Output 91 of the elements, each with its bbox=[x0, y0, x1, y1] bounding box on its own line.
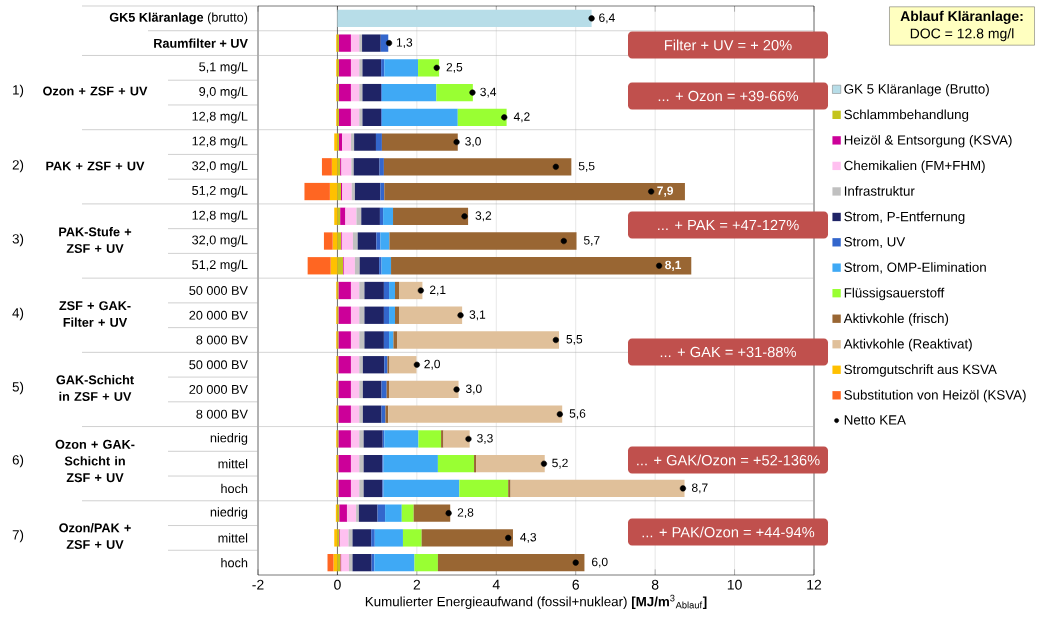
x-tick-label: 12 bbox=[807, 579, 822, 590]
data-label: 8,7 bbox=[691, 483, 708, 494]
text: 2) bbox=[12, 159, 24, 173]
y-tick-label: 20 000 BV bbox=[189, 310, 248, 320]
data-label: 3,3 bbox=[477, 433, 493, 444]
y-tick-label: 51,2 mg/L bbox=[192, 259, 248, 272]
x-tick-label: 2 bbox=[413, 579, 421, 590]
y-tick-label: 12,8 mg/L bbox=[192, 136, 248, 148]
y-tick-label: 12,8 mg/L bbox=[192, 111, 248, 124]
data-label: 2,5 bbox=[446, 62, 463, 73]
y-tick-label: niedrig bbox=[210, 507, 248, 520]
y-tick-label: Raumfilter + UV bbox=[154, 38, 248, 48]
data-label: 3,4 bbox=[480, 87, 497, 98]
text: Ozon/PAK + ZSF + UV bbox=[59, 523, 131, 549]
x-tick-label: 10 bbox=[727, 579, 742, 590]
data-label: 4,3 bbox=[520, 532, 537, 543]
data-label: 5,5 bbox=[578, 161, 595, 172]
legend-label: Substitution von Heizöl (KSVA) bbox=[844, 389, 1026, 403]
annotation: ... + GAK/Ozon = +52-136% bbox=[637, 454, 820, 466]
x-tick-label: 4 bbox=[492, 579, 500, 590]
text: 7) bbox=[12, 529, 24, 543]
y-tick-label: hoch bbox=[221, 557, 248, 568]
y-tick-label: 8 000 BV bbox=[196, 409, 248, 419]
annotation: Filter + UV = + 20% bbox=[665, 39, 792, 51]
text: 4) bbox=[12, 307, 24, 321]
data-label: 5,7 bbox=[583, 236, 600, 246]
x-tick-label: 6 bbox=[572, 579, 579, 590]
y-tick-label: 9,0 mg/L bbox=[199, 86, 248, 99]
x-tick-label: -2 bbox=[252, 579, 264, 590]
y-tick-label: 32,0 mg/L bbox=[192, 235, 248, 247]
data-label: 3,0 bbox=[465, 137, 481, 148]
legend-label: Heizöl & Entsorgung (KSVA) bbox=[844, 134, 1012, 148]
y-tick-label: 12,8 mg/L bbox=[192, 210, 248, 223]
data-label: 5,5 bbox=[566, 335, 583, 345]
data-label: 1,3 bbox=[396, 38, 413, 49]
legend-label: Strom, OMP-Elimination bbox=[844, 262, 986, 274]
y-tick-label: 32,0 mg/L bbox=[192, 160, 248, 173]
legend-label: Chemikalien (FM+FHM) bbox=[844, 160, 985, 173]
data-label: 2,0 bbox=[424, 359, 441, 370]
annotation: ... + PAK = +47-127% bbox=[658, 219, 799, 231]
annotation: ... + PAK/Ozon = +44-94% bbox=[642, 526, 815, 538]
text: Ozon + GAK-Schicht in ZSF + UV bbox=[55, 439, 135, 483]
y-tick-label: 50 000 BV bbox=[189, 360, 248, 370]
text: ZSF + GAK-Filter + UV bbox=[59, 301, 131, 327]
y-tick-label: mittel bbox=[218, 459, 248, 469]
y-tick-label: 50 000 BV bbox=[189, 286, 248, 295]
text: PAK + ZSF + UV bbox=[46, 161, 145, 171]
y-tick-label: 20 000 BV bbox=[189, 384, 248, 394]
data-label: 4,2 bbox=[513, 112, 530, 123]
data-label: 3,0 bbox=[465, 384, 482, 395]
text: PAK-Stufe + ZSF + UV bbox=[59, 227, 132, 253]
legend-label: Aktivkohle (Reaktivat) bbox=[843, 338, 972, 352]
x-tick-label: 0 bbox=[334, 579, 341, 590]
data-label: 6,0 bbox=[591, 557, 608, 568]
text: 3) bbox=[12, 233, 24, 247]
y-tick-label: 51,2 mg/L bbox=[192, 185, 248, 198]
y-tick-label: GK5 Kläranlage (brutto) bbox=[109, 12, 248, 25]
data-label: 6,4 bbox=[599, 13, 615, 24]
legend-label: Strom, P-Entfernung bbox=[844, 211, 965, 224]
data-label: 8,1 bbox=[665, 260, 682, 271]
data-label: 5,2 bbox=[552, 458, 568, 469]
y-tick-label: 5,1 mg/L bbox=[199, 61, 248, 74]
legend-label: Strom, UV bbox=[844, 237, 906, 249]
data-label: 3,1 bbox=[469, 310, 486, 321]
legend-label: Aktivkohle (frisch) bbox=[843, 313, 949, 326]
data-label: 2,1 bbox=[429, 285, 446, 296]
legend-label: Schlammbehandlung bbox=[844, 109, 969, 122]
text: 6) bbox=[12, 454, 24, 468]
legend-label: Flüssigsauerstoff bbox=[844, 287, 945, 301]
annotation: ... + GAK = +31-88% bbox=[660, 346, 797, 358]
text: 1) bbox=[13, 84, 24, 98]
legend-label: Infrastruktur bbox=[844, 185, 915, 196]
data-label: 7,9 bbox=[657, 186, 674, 197]
x-tick-label: 8 bbox=[651, 579, 659, 590]
text: DOC = 12.8 mg/l bbox=[910, 28, 1014, 42]
legend-label: Stromgutschrift aus KSVA bbox=[844, 364, 997, 377]
text: GAK-Schicht in ZSF + UV bbox=[56, 375, 134, 401]
y-tick-label: 8 000 BV bbox=[196, 335, 248, 345]
legend-label: GK 5 Kläranlage (Brutto) bbox=[844, 83, 989, 97]
text: Ablauf Kläranlage: bbox=[900, 10, 1023, 24]
y-tick-label: niedrig bbox=[210, 433, 248, 445]
data-label: 3,2 bbox=[475, 211, 492, 222]
text: 5) bbox=[12, 381, 24, 395]
text: Ozon + ZSF + UV bbox=[43, 86, 148, 96]
data-label: 5,6 bbox=[569, 409, 586, 420]
legend-label: Netto KEA bbox=[844, 415, 906, 425]
annotation: ... + Ozon = +39-66% bbox=[658, 90, 799, 102]
x-axis-title: Kumulierter Energieaufwand (fossil+nuklear) [MJ/m$^{3}$$_{Ablauf}$] bbox=[365, 594, 707, 609]
y-tick-label: mittel bbox=[218, 533, 248, 543]
data-label: 2,8 bbox=[457, 508, 474, 519]
y-tick-label: hoch bbox=[221, 483, 248, 494]
